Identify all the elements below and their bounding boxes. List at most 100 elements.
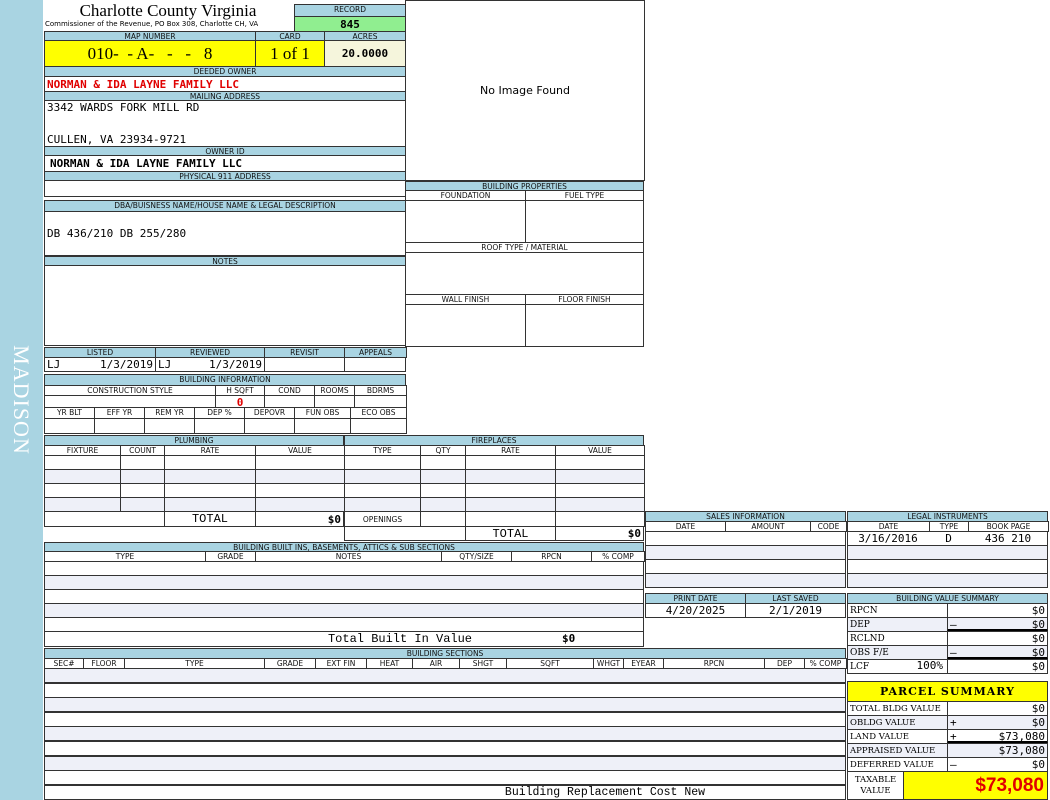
parcel-row-label: TOTAL BLDG VALUE [847,701,948,716]
deeded-owner-value: NORMAN & IDA LAYNE FAMILY LLC [44,76,406,92]
table-cell [555,469,645,484]
building-info-value [194,418,245,434]
table-cell [555,483,645,498]
bvs-value: – $0 [947,617,1048,632]
floor-finish-value [525,304,644,347]
building-info-value [94,418,145,434]
fuel-type-value [525,200,644,243]
fireplace-total-value: $0 [555,526,644,541]
foundation-value [405,200,526,243]
openings-label: OPENINGS [344,511,421,527]
sales-row [645,545,846,560]
parcel-row-label: OBLDG VALUE [847,715,948,730]
table-cell [344,469,421,484]
mailing-line-1: 3342 WARDS FORK MILL RD [47,101,200,114]
parcel-row-value: $0 [947,701,1048,716]
table-cell [255,469,345,484]
legal-row [847,545,1048,560]
building-section-row [44,697,846,713]
built-in-row [44,561,644,576]
sign: + [950,730,957,743]
parcel-row-value: + $0 [947,715,1048,730]
table-cell [465,455,556,470]
amount: $0 [1031,702,1045,715]
appeals-value [344,357,406,372]
bvs-value: $0 [947,603,1048,618]
table-cell [164,483,256,498]
listed-value: LJ 1/3/2019 [44,357,156,372]
table-cell [120,497,165,512]
legal-row [847,573,1048,588]
amount: $0 [1031,618,1045,631]
bvs-value: $0 [947,659,1048,674]
parcel-row-value: – $0 [947,757,1048,772]
wall-finish-value [405,304,526,347]
table-cell [44,455,121,470]
openings-value [465,511,556,527]
record-value: 845 [294,16,406,32]
physical-address-value [44,180,406,197]
built-in-total-value: $0 [562,632,576,645]
parcel-row-value: $73,080 [947,743,1048,758]
table-cell [44,483,121,498]
building-section-row [44,726,846,742]
building-info-value [44,418,95,434]
table-cell [420,483,466,498]
parcel-row-label: APPRAISED VALUE [847,743,948,758]
building-info-value [350,418,407,434]
sign: + [950,716,957,729]
legal-cell: 3/16/2016 [858,532,918,545]
mailing-address: 3342 WARDS FORK MILL RD CULLEN, VA 23934-… [44,100,406,147]
last-saved-value: 2/1/2019 [745,603,846,618]
amount: $73,080 [998,730,1045,743]
amount: $0 [1031,716,1045,729]
table-cell [344,497,421,512]
revisit-value [264,357,345,372]
building-info-value [144,418,195,434]
built-in-total-label: Total Built In Value [327,632,473,646]
card-value: 1 of 1 [255,40,325,67]
table-cell [555,497,645,512]
legal-cell: D [945,532,952,545]
table-cell [44,497,121,512]
legal-row [847,559,1048,574]
sign: – [950,758,957,771]
sales-row [645,531,846,546]
plumbing-total-value: $0 [255,511,344,527]
taxable-value: $73,080 [903,771,1048,800]
table-cell [420,497,466,512]
bvs-label: RCLND [847,631,948,646]
fireplace-total-label: TOTAL [465,526,556,541]
building-info-value [294,418,351,434]
parcel-summary-label: PARCEL SUMMARY [847,681,1048,702]
table-cell [465,483,556,498]
parcel-row-label: LAND VALUE [847,729,948,744]
county-subtitle: Commissioner of the Revenue, PO Box 308,… [45,20,259,28]
map-number: 010- - A- - - 8 [44,40,256,67]
dba-value: DB 436/210 DB 255/280 [44,211,406,256]
district-sidebar: MADISON [0,0,43,800]
parcel-row-value: + $73,080 [947,729,1048,744]
amount: $0 [1031,646,1045,659]
fireplace-total-blank [344,526,466,541]
bvs-value: – $0 [947,645,1048,660]
reviewed-value: LJ 1/3/2019 [155,357,265,372]
amount: $0 [1031,632,1045,645]
table-cell [255,455,345,470]
sign: – [950,646,957,659]
openings-value [555,511,645,527]
table-cell [465,497,556,512]
bvs-value: $0 [947,631,1048,646]
sales-row [645,559,846,574]
building-info-value [244,418,295,434]
built-in-total-row [44,631,644,647]
built-in-row [44,575,644,590]
date: 1/3/2019 [209,358,262,371]
table-cell [420,455,466,470]
taxable-value-label: TAXABLE VALUE [847,771,904,800]
amount: $0 [1031,758,1045,771]
bvs-label: OBS F/E [847,645,948,660]
mailing-line-2: CULLEN, VA 23934-9721 [47,133,187,146]
lcf-percent: 100% [916,659,944,672]
roof-value [405,252,644,295]
